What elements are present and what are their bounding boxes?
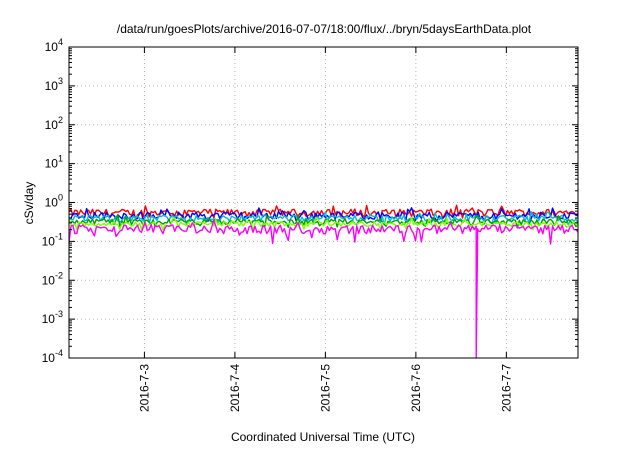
y-tick-label: 10-3 — [42, 309, 63, 326]
ticks: 10-4 10-3 10-2 10-1 100 101 102 103 104 2016-7-3 2… — [42, 37, 578, 412]
y-tick-label: 10-4 — [42, 348, 63, 365]
y-tick-label: 100 — [45, 193, 63, 210]
series-line — [68, 219, 579, 359]
x-tick-label: 2016-7-3 — [137, 364, 151, 412]
y-tick-label: 103 — [45, 76, 63, 93]
series-line — [68, 211, 579, 226]
y-tick-label: 101 — [45, 154, 63, 171]
x-axis-label: Coordinated Universal Time (UTC) — [231, 430, 415, 444]
y-tick-label: 104 — [45, 37, 63, 54]
series-line — [68, 216, 579, 231]
grid — [69, 46, 578, 359]
y-axis-label: cSv/day — [22, 182, 36, 225]
y-tick-label: 10-2 — [42, 270, 63, 287]
chart-title: /data/run/goesPlots/archive/2016-07-07/1… — [117, 22, 532, 36]
series-group — [68, 204, 579, 359]
x-tick-label: 2016-7-6 — [409, 364, 423, 412]
y-tick-label: 10-1 — [42, 231, 63, 248]
x-tick-label: 2016-7-4 — [228, 364, 242, 412]
x-tick-label: 2016-7-7 — [499, 364, 513, 412]
y-tick-label: 102 — [45, 115, 63, 132]
x-tick-label: 2016-7-5 — [318, 364, 332, 412]
